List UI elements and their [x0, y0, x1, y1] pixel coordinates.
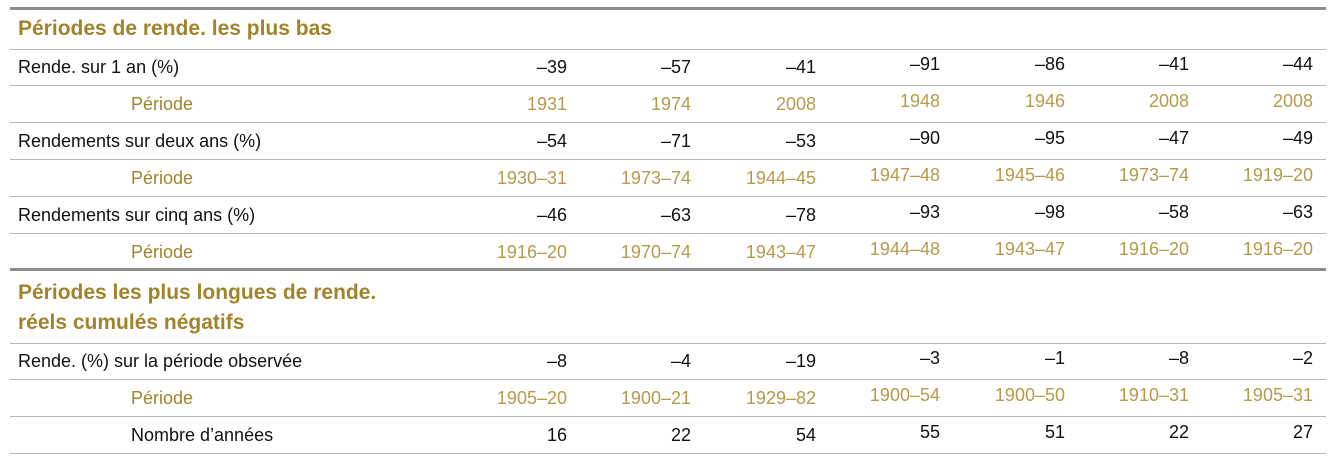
table-cell: 1910–31: [1118, 385, 1189, 405]
row-divider: [10, 122, 1326, 123]
table-cell: 1970–74: [620, 242, 691, 262]
table-cell: 1900–21: [620, 388, 691, 408]
table-cell: –8: [1168, 348, 1189, 368]
row-divider: [10, 453, 1326, 454]
table-cell: 1948: [899, 91, 940, 111]
table-cell: –95: [1034, 128, 1065, 148]
table-row: Nombre d’années 16 22 54 55 51 22 27: [10, 417, 1326, 454]
table-cell: 1916–20: [496, 242, 567, 262]
row-divider: [10, 343, 1326, 344]
table-cell: –49: [1282, 128, 1313, 148]
table-cell: –93: [909, 202, 940, 222]
table-cell: –57: [660, 57, 691, 77]
table-row: Rendements sur deux ans (%) –54 –71 –53 –90 –…: [10, 123, 1326, 160]
table-cell: 1973–74: [620, 168, 691, 188]
table-cell: 1944–48: [869, 239, 940, 259]
section-title-longest-negative-line1: Périodes les plus longues de rende.: [18, 281, 377, 304]
table-cell: –98: [1034, 202, 1065, 222]
table-cell: –54: [536, 131, 567, 151]
table-cell: 1900–54: [869, 385, 940, 405]
table-row: Période 1930–31 1973–74 1944–45 1947–48 1945–…: [10, 160, 1326, 197]
row-divider: [10, 49, 1326, 50]
row-label: Rendements sur deux ans (%): [18, 131, 262, 151]
top-rule: [10, 7, 1326, 10]
row-label: Nombre d’années: [131, 425, 274, 445]
table-cell: –19: [785, 351, 816, 371]
table-cell: –71: [660, 131, 691, 151]
row-label: Période: [131, 242, 194, 262]
table-cell: 2008: [1148, 91, 1189, 111]
table-cell: –1: [1044, 348, 1065, 368]
section-title-lowest-returns: Périodes de rende. les plus bas: [18, 17, 332, 40]
row-label: Période: [131, 388, 194, 408]
table-cell: 1943–47: [745, 242, 816, 262]
table-cell: 1944–45: [745, 168, 816, 188]
table-cell: –78: [785, 205, 816, 225]
row-divider: [10, 416, 1326, 417]
row-label: Période: [131, 168, 194, 188]
row-divider: [10, 85, 1326, 86]
table-cell: –63: [660, 205, 691, 225]
table-cell: 1947–48: [869, 165, 940, 185]
table-cell: 1900–50: [994, 385, 1065, 405]
table-cell: –58: [1158, 202, 1189, 222]
table-cell: 55: [919, 422, 940, 442]
table-cell: 1945–46: [994, 165, 1065, 185]
table-row: Période 1931 1974 2008 1948 1946 2008 2008: [10, 86, 1326, 123]
row-divider: [10, 233, 1326, 234]
row-divider: [10, 196, 1326, 197]
row-label: Rendements sur cinq ans (%): [18, 205, 256, 225]
row-label: Rende. (%) sur la période observée: [18, 351, 303, 371]
table-cell: 54: [795, 425, 816, 445]
table-cell: 2008: [1272, 91, 1313, 111]
table-cell: –41: [1158, 54, 1189, 74]
table-cell: 1973–74: [1118, 165, 1189, 185]
row-label: Rende. sur 1 an (%): [18, 57, 180, 77]
table-cell: 27: [1292, 422, 1313, 442]
table-cell: –3: [919, 348, 940, 368]
table-cell: 1919–20: [1242, 165, 1313, 185]
table-cell: –46: [536, 205, 567, 225]
section-title-longest-negative-line2: réels cumulés négatifs: [18, 311, 245, 334]
table-row: Rende. (%) sur la période observée –8 –4 –1…: [10, 343, 1326, 380]
table-row: Période 1916–20 1970–74 1943–47 1944–48 1943–…: [10, 234, 1326, 271]
table-cell: –86: [1034, 54, 1065, 74]
table-cell: 1931: [526, 94, 567, 114]
table-cell: 1943–47: [994, 239, 1065, 259]
table-cell: 1930–31: [496, 168, 567, 188]
row-divider: [10, 379, 1326, 380]
table-cell: 22: [670, 425, 691, 445]
table-cell: 1916–20: [1118, 239, 1189, 259]
table-cell: 1974: [650, 94, 691, 114]
table-cell: –8: [546, 351, 567, 371]
table-cell: 1946: [1024, 91, 1065, 111]
table-cell: –63: [1282, 202, 1313, 222]
table-row: Rendements sur cinq ans (%) –46 –63 –78 –93 –…: [10, 197, 1326, 234]
middle-rule: [10, 268, 1326, 271]
table-cell: 1905–20: [496, 388, 567, 408]
table-cell: 1905–31: [1242, 385, 1313, 405]
table-cell: 1916–20: [1242, 239, 1313, 259]
table-cell: 22: [1168, 422, 1189, 442]
table-cell: –91: [909, 54, 940, 74]
table-cell: –47: [1158, 128, 1189, 148]
table-row: Rende. sur 1 an (%) –39 –57 –41 –91 –86 –41 –44: [10, 49, 1326, 86]
row-label: Période: [131, 94, 194, 114]
table-cell: 1929–82: [745, 388, 816, 408]
table-cell: –39: [536, 57, 567, 77]
table-cell: 51: [1044, 422, 1065, 442]
table-cell: 16: [546, 425, 567, 445]
table-cell: –44: [1282, 54, 1313, 74]
row-divider: [10, 159, 1326, 160]
table-cell: –53: [785, 131, 816, 151]
table-cell: –41: [785, 57, 816, 77]
table-cell: –4: [670, 351, 691, 371]
table-cell: –2: [1292, 348, 1313, 368]
table-cell: 2008: [775, 94, 816, 114]
table-cell: –90: [909, 128, 940, 148]
table-row: Période 1905–20 1900–21 1929–82 1900–54 1900–…: [10, 380, 1326, 417]
